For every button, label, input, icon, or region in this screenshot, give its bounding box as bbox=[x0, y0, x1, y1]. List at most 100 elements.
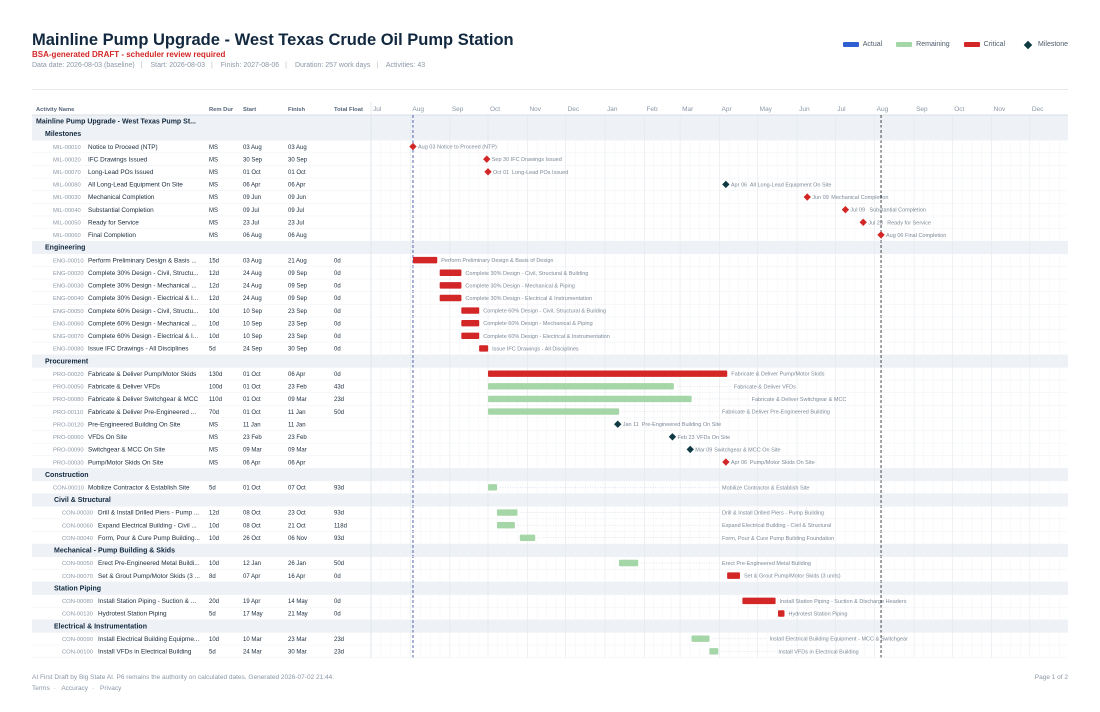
activity-id: ENG-00080 bbox=[53, 347, 84, 353]
milestone-name-label: Substantial Completion bbox=[869, 208, 926, 214]
rem-dur: 5d bbox=[209, 612, 216, 618]
activity-name: Issue IFC Drawings - All Disciplines bbox=[88, 346, 189, 353]
rem-dur: 5d bbox=[209, 347, 216, 353]
milestone-date-label: Jul 09 bbox=[850, 208, 865, 214]
activity-name: Fabricate & Deliver Pre-Engineered ... bbox=[88, 409, 196, 416]
activity-id: ENG-00040 bbox=[53, 296, 84, 302]
finish-date: 07 Oct bbox=[288, 485, 306, 491]
legend-remaining-swatch bbox=[896, 42, 913, 47]
activity-id: PRO-00020 bbox=[53, 372, 84, 378]
start-date: 06 Aug bbox=[243, 233, 262, 239]
activity-bar bbox=[461, 307, 480, 314]
rem-dur: 5d bbox=[209, 650, 216, 656]
milestone-name-label: Final Completion bbox=[905, 233, 946, 239]
wbs-group-label: Civil & Structural bbox=[54, 497, 111, 504]
total-float: 50d bbox=[334, 561, 344, 567]
legend-critical: Critical bbox=[963, 41, 1005, 48]
activity-id: MIL-00020 bbox=[53, 157, 81, 163]
milestone-date-label: Apr 06 bbox=[731, 182, 747, 188]
gantt-chart: Jul Aug Sep Oct Nov Dec Jan Feb Mar Apr May Jun Jul A… bbox=[32, 102, 1068, 662]
activity-name: Expand Electrical Building - Civil ... bbox=[98, 522, 197, 529]
activity-name: Complete 60% Design - Electrical & I... bbox=[88, 333, 198, 340]
milestone-diamond bbox=[722, 180, 730, 189]
activity-name: Mobilize Contractor & Establish Site bbox=[88, 484, 190, 491]
bar-label: Perform Preliminary Design & Basis of De… bbox=[441, 258, 553, 264]
activity-bar bbox=[439, 269, 462, 276]
finish-date: 23 Sep bbox=[288, 309, 308, 315]
start-date: 01 Oct bbox=[243, 397, 261, 403]
bar-label: Issue IFC Drawings - All Disciplines bbox=[492, 346, 579, 352]
rem-dur: 8d bbox=[209, 574, 216, 580]
rem-dur: MS bbox=[209, 195, 218, 201]
wbs-group-label: Milestones bbox=[45, 131, 81, 138]
activity-bar bbox=[619, 559, 639, 567]
start-date: 26 Oct bbox=[243, 536, 261, 542]
activity-name: Install VFDs in Electrical Building bbox=[98, 649, 192, 656]
bar-label: Complete 60% Design - Civil, Structural … bbox=[483, 309, 606, 315]
activity-bar bbox=[488, 408, 620, 415]
meta-start: Start: 2026-08-03 bbox=[150, 62, 205, 69]
group-row-bg bbox=[32, 468, 1068, 481]
activity-bar bbox=[709, 648, 719, 655]
rem-dur: 10d bbox=[209, 536, 219, 542]
activity-id: ENG-00010 bbox=[53, 258, 84, 264]
rem-dur: 12d bbox=[209, 284, 219, 290]
group-row-bg bbox=[32, 581, 1068, 595]
bar-label: Expand Electrical Building - Civil & Str… bbox=[722, 523, 831, 529]
milestone-diamond bbox=[409, 142, 417, 151]
activity-bar bbox=[461, 320, 480, 327]
total-float: 0d bbox=[334, 574, 341, 580]
rem-dur: 10d bbox=[209, 561, 219, 567]
month-label: Dec bbox=[1032, 106, 1044, 113]
activity-id: ENG-00030 bbox=[53, 284, 84, 290]
start-date: 24 Sep bbox=[243, 347, 263, 353]
meta-finish: Finish: 2027-08-06 bbox=[220, 62, 280, 69]
milestone-name-label: Pump/Motor Skids On Site bbox=[750, 460, 815, 466]
activity-name: Ready for Service bbox=[88, 219, 139, 226]
finish-date: 06 Aug bbox=[288, 233, 307, 239]
finish-date: 09 Mar bbox=[288, 397, 307, 403]
finish-date: 30 Sep bbox=[288, 157, 308, 163]
start-date: 07 Apr bbox=[243, 574, 260, 580]
activity-name: IFC Drawings Issued bbox=[88, 156, 148, 163]
privacy-link[interactable]: Privacy bbox=[100, 685, 122, 692]
accuracy-link[interactable]: Accuracy bbox=[61, 685, 89, 692]
milestone-date-label: Aug 03 bbox=[418, 145, 435, 151]
activity-id: MIL-00010 bbox=[53, 145, 81, 151]
rem-dur: 5d bbox=[209, 485, 216, 491]
terms-link[interactable]: Terms bbox=[32, 685, 50, 692]
start-date: 09 Jun bbox=[243, 195, 261, 201]
bar-label: Drill & Install Drilled Piers - Pump Bui… bbox=[722, 511, 824, 517]
milestone-date-label: Jan 11 bbox=[623, 422, 639, 428]
milestone-diamond bbox=[803, 193, 811, 201]
milestone-name-label: VFDs On Site bbox=[696, 435, 730, 441]
legend-milestone-icon bbox=[1023, 40, 1033, 49]
column-header: Rem Dur bbox=[209, 107, 234, 113]
activity-bar bbox=[479, 345, 489, 352]
finish-date: 23 Sep bbox=[288, 321, 308, 327]
start-date: 11 Jan bbox=[243, 422, 261, 428]
start-date: 23 Feb bbox=[243, 435, 262, 441]
activity-id: CON-00080 bbox=[62, 599, 93, 605]
month-label: Sep bbox=[916, 106, 928, 113]
schedule-meta: Data date: 2026-08-03 (baseline) | Start:… bbox=[32, 62, 426, 69]
activity-bar bbox=[742, 597, 776, 605]
bar-label: Fabricate & Deliver Pump/Motor Skids bbox=[731, 372, 824, 378]
milestone-diamond bbox=[483, 155, 491, 163]
bar-label: Fabricate & Deliver Pre-Engineered Build… bbox=[722, 410, 830, 416]
activity-name: All Long-Lead Equipment On Site bbox=[88, 182, 183, 189]
month-label: Jan bbox=[607, 106, 618, 113]
month-label: Oct bbox=[490, 106, 500, 113]
wbs-group-label: Station Piping bbox=[54, 585, 101, 592]
total-float: 0d bbox=[334, 347, 341, 353]
activity-id: CON-00040 bbox=[62, 536, 93, 542]
finish-date: 16 Apr bbox=[288, 574, 305, 580]
activity-id: CON-00010 bbox=[53, 485, 84, 491]
total-float: 0d bbox=[334, 599, 341, 605]
activity-name: Complete 30% Design - Electrical & I... bbox=[88, 295, 198, 302]
start-date: 06 Apr bbox=[243, 460, 260, 466]
finish-date: 23 Jul bbox=[288, 220, 304, 226]
footer-links: Terms · Accuracy · Privacy bbox=[32, 685, 122, 692]
rem-dur: 10d bbox=[209, 309, 219, 315]
finish-date: 06 Apr bbox=[288, 183, 305, 189]
